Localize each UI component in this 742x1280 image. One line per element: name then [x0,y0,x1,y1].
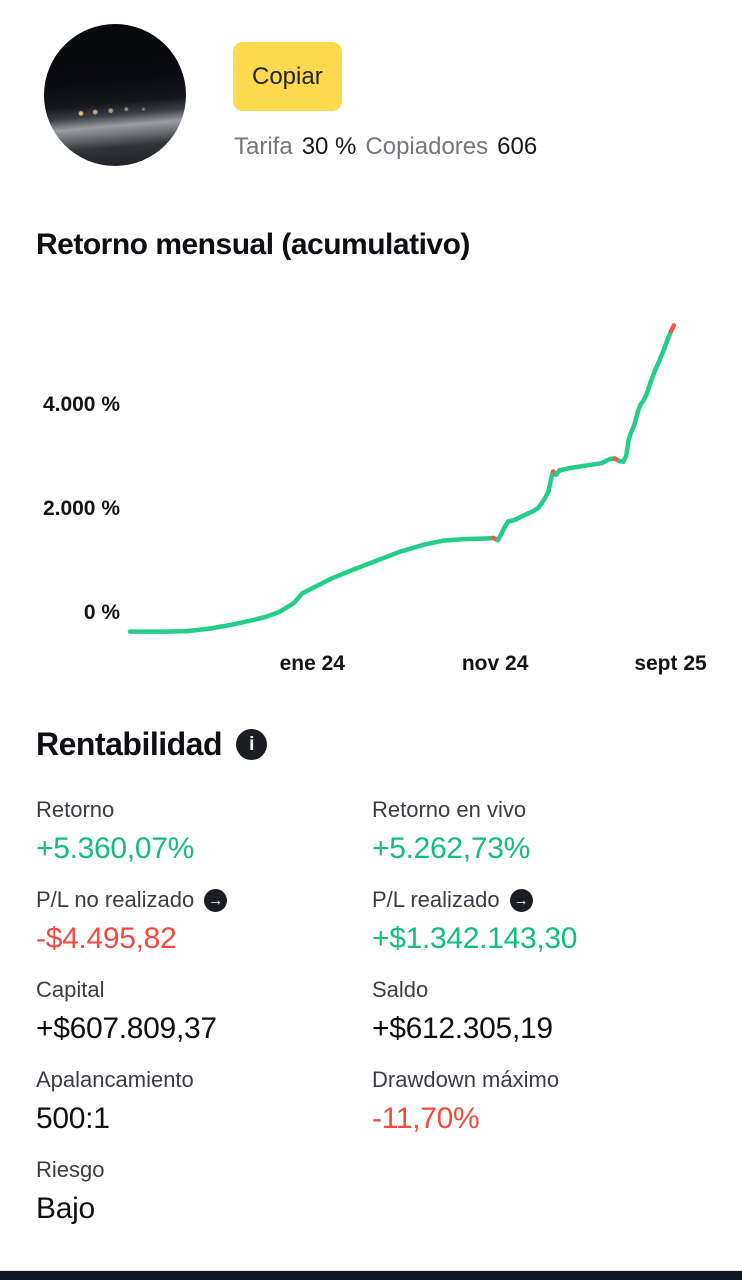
fee-label: Tarifa [234,133,293,160]
copiers-value: 606 [497,133,538,160]
stat-value: 500:1 [36,1102,110,1135]
profitability-section: Rentabilidad i Retorno +5.360,07% Retorno … [36,726,714,1226]
y-axis-label: 4.000 % [42,393,120,416]
x-axis-label: ene 24 [279,652,345,675]
stat-label-text: P/L no realizado [36,887,195,912]
stat-value: +$612.305,19 [372,1012,553,1045]
stat-label-text: P/L realizado [372,887,500,912]
stat-label: P/L no realizado → [36,887,372,913]
stat-label: Riesgo [36,1157,372,1183]
profitability-title: Rentabilidad i [36,726,714,763]
stat-saldo: Saldo +$612.305,19 [372,977,714,1046]
stat-value: +$1.342.143,30 [372,922,578,955]
stat-label: Saldo [372,977,714,1003]
y-axis-label: 0 % [83,601,120,624]
trader-avatar[interactable] [44,24,186,166]
stat-label: Retorno [36,797,372,823]
y-axis-label: 2.000 % [42,497,120,520]
stat-label-text: Saldo [372,977,429,1002]
stat-label-text: Drawdown máximo [372,1067,560,1092]
chart-title: Retorno mensual (acumulativo) [36,228,470,261]
stat-value: -11,70% [372,1102,480,1135]
stat-label-text: Retorno en vivo [372,797,527,822]
stat-value: -$4.495,82 [36,922,177,955]
stat-riesgo: Riesgo Bajo [36,1157,372,1226]
stat-value: +$607.809,37 [36,1012,217,1045]
stat-capital: Capital +$607.809,37 [36,977,372,1046]
bottom-bar [0,1271,742,1280]
stat-label: Retorno en vivo [372,797,714,823]
stat-value: Bajo [36,1192,95,1225]
copiers-label: Copiadores [365,133,489,160]
fee-value: 30 % [301,133,357,160]
stat-label: Capital [36,977,372,1003]
stats-grid: Retorno +5.360,07% Retorno en vivo +5.262,7… [36,797,714,1226]
info-icon[interactable]: i [236,729,268,760]
x-axis-label: sept 25 [634,652,707,675]
stat-retorno: Retorno +5.360,07% [36,797,372,866]
arrow-right-icon[interactable]: → [509,888,533,912]
chart-line [127,323,677,634]
stat-label-text: Retorno [36,797,115,822]
stat-label: P/L realizado → [372,887,714,913]
fee-copiers-line: Tarifa 30 % Copiadores 606 [234,133,537,161]
copy-button[interactable]: Copiar [233,42,342,111]
stat-label-text: Riesgo [36,1157,105,1182]
profitability-title-text: Rentabilidad [36,726,223,762]
stat-value: +5.262,73% [372,832,530,865]
stat-label-text: Apalancamiento [36,1067,194,1092]
stat-label-text: Capital [36,977,105,1002]
stat-retorno-en-vivo: Retorno en vivo +5.262,73% [372,797,714,866]
stat-apalancamiento: Apalancamiento 500:1 [36,1067,372,1136]
stat-p-l-no-realizado: P/L no realizado → -$4.495,82 [36,887,372,956]
stat-label: Drawdown máximo [372,1067,714,1093]
bottom-divider [0,1270,742,1271]
arrow-right-icon[interactable]: → [204,888,228,912]
stat-label: Apalancamiento [36,1067,372,1093]
stat-value: +5.360,07% [36,832,194,865]
x-axis-label: nov 24 [461,652,529,675]
monthly-return-chart: 0 % 2.000 % 4.000 % ene 24 nov 24 sept 25 [0,300,742,700]
stat-drawdown-máximo: Drawdown máximo -11,70% [372,1067,714,1136]
stat-p-l-realizado: P/L realizado → +$1.342.143,30 [372,887,714,956]
